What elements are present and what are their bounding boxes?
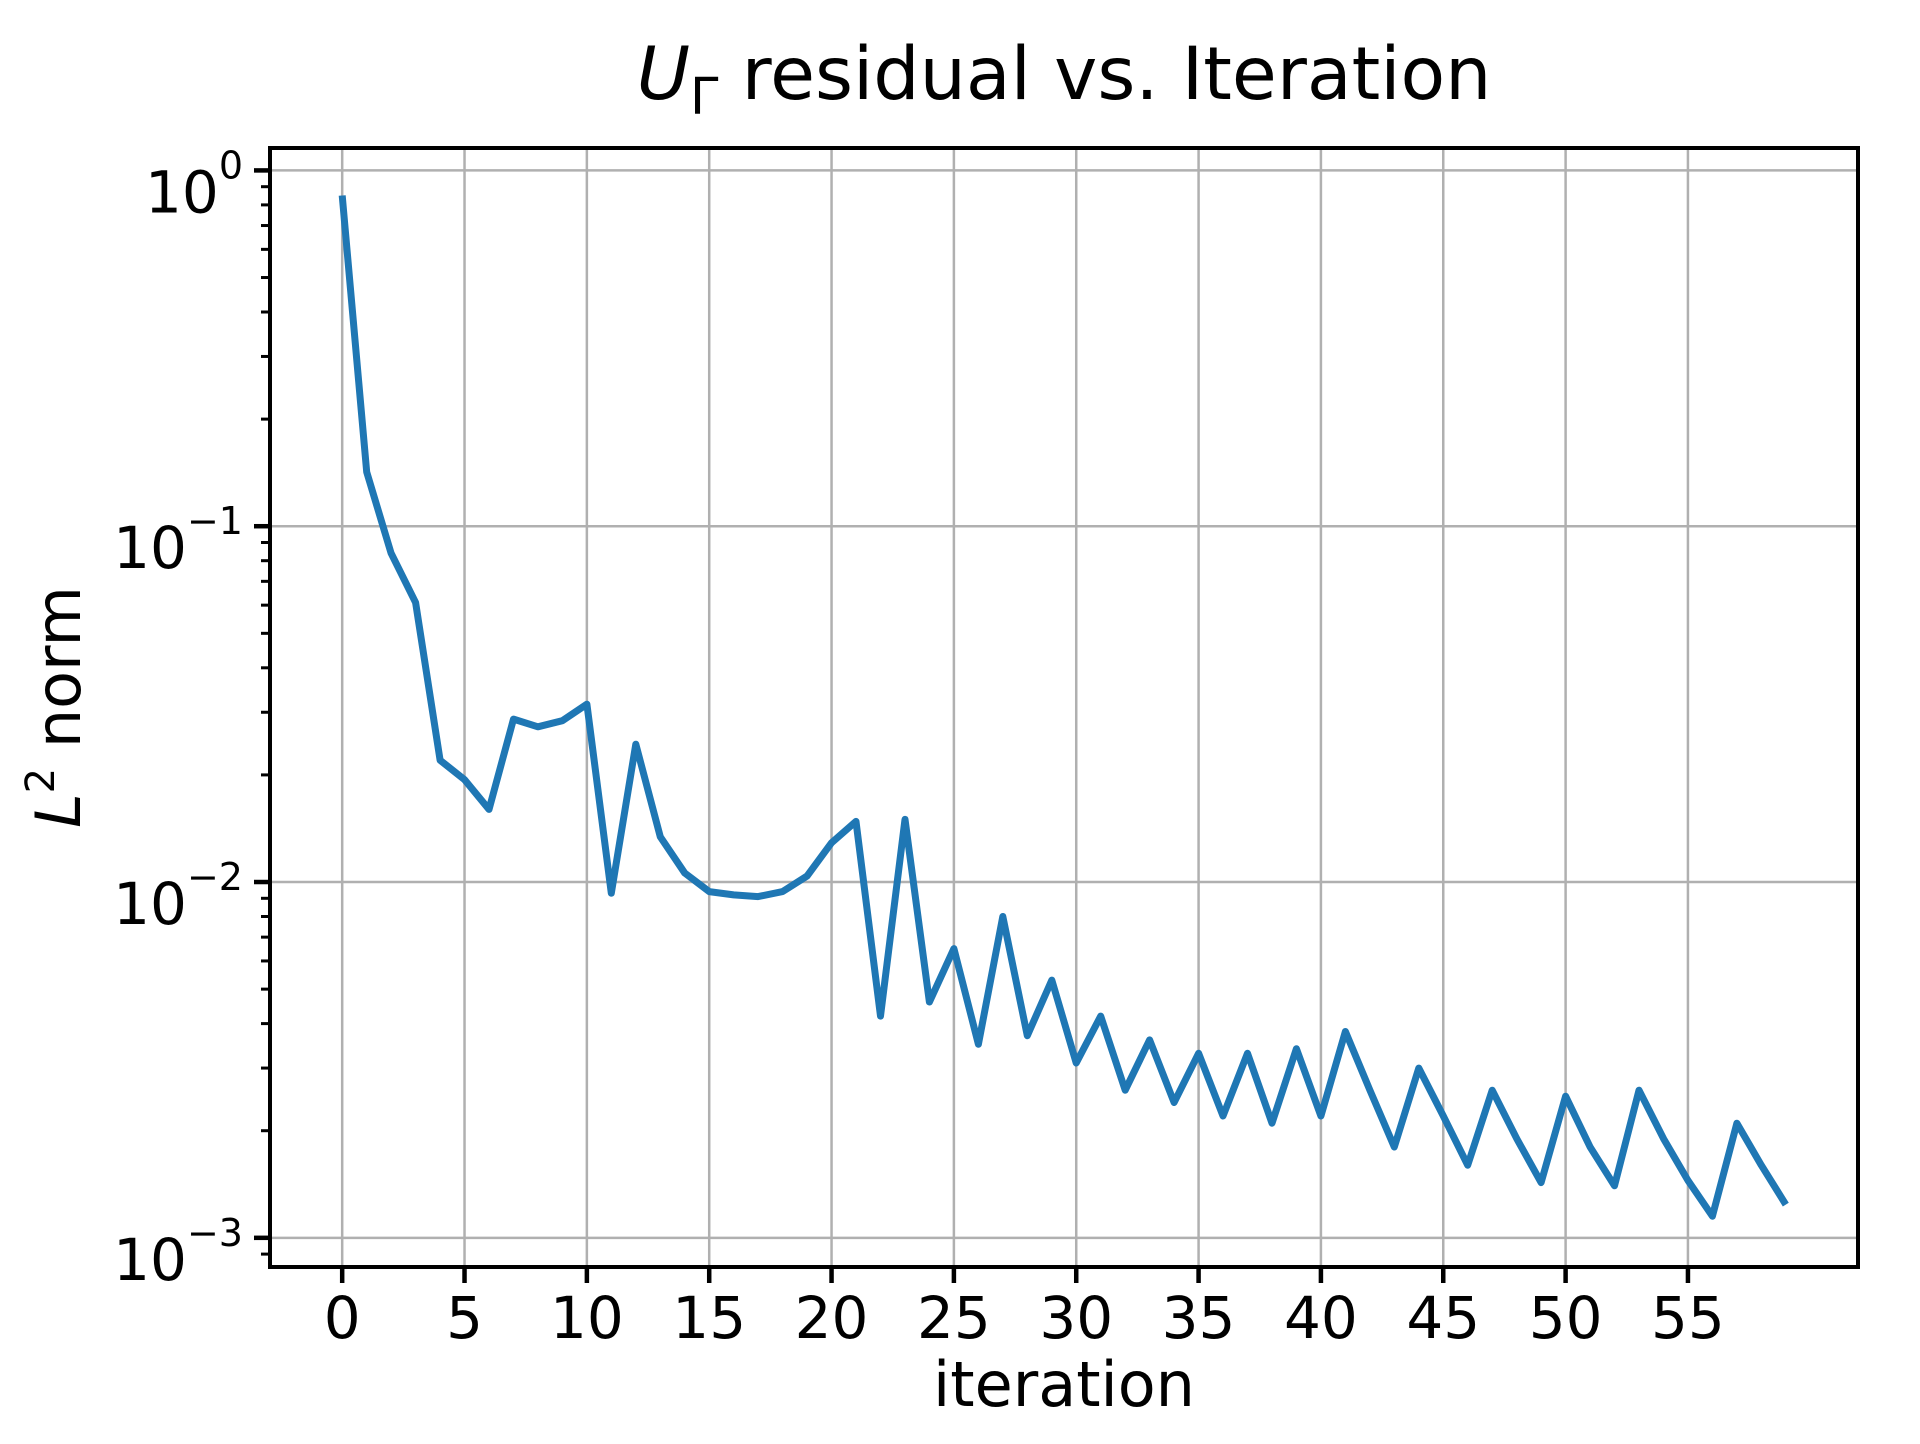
x-tick-label: 0 <box>324 1284 361 1352</box>
x-tick-label: 30 <box>1039 1284 1113 1352</box>
axes-frame <box>268 146 1860 1269</box>
y-tick-label: 100 <box>145 143 243 226</box>
axes-spines <box>268 146 1860 1269</box>
x-axis-ticks: 0 5 10 15 20 25 30 35 40 45 50 55 <box>324 1267 1725 1352</box>
y-tick-label: 10−3 <box>113 1211 243 1294</box>
y-tick-label: 10−2 <box>113 855 243 938</box>
x-tick-label: 15 <box>672 1284 746 1352</box>
series-line <box>338 195 1789 1220</box>
x-tick-label: 20 <box>795 1284 869 1352</box>
x-tick-label: 50 <box>1529 1284 1603 1352</box>
x-tick-label: 45 <box>1406 1284 1480 1352</box>
y-axis-label: L2 norm <box>18 586 95 828</box>
x-tick-label: 55 <box>1651 1284 1725 1352</box>
grid-layer <box>270 148 1858 1267</box>
chart-title: UΓ residual vs. Iteration <box>637 32 1492 127</box>
y-axis-ticks: 100 10−1 10−2 10−3 <box>113 143 270 1294</box>
x-tick-label: 25 <box>917 1284 991 1352</box>
x-tick-label: 10 <box>550 1284 624 1352</box>
x-axis-label: iteration <box>933 1348 1195 1421</box>
y-tick-label: 10−1 <box>113 499 243 582</box>
x-tick-label: 5 <box>446 1284 483 1352</box>
x-tick-label: 40 <box>1284 1284 1358 1352</box>
x-tick-label: 35 <box>1162 1284 1236 1352</box>
